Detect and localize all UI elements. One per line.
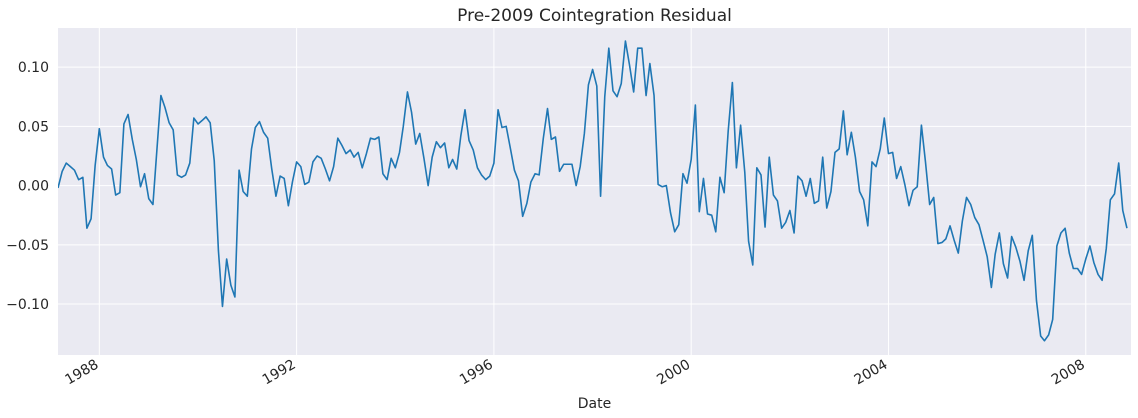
chart-title: Pre-2009 Cointegration Residual bbox=[457, 6, 732, 26]
y-axis-ticks: 0.10 0.05 0.00 −0.05 −0.10 bbox=[6, 60, 49, 313]
x-tick-label: 1996 bbox=[457, 357, 496, 389]
series-layer bbox=[58, 40, 1128, 342]
y-tick-label: 0.05 bbox=[18, 119, 49, 135]
x-tick-label: 1988 bbox=[62, 357, 101, 389]
x-axis-label: Date bbox=[578, 396, 611, 412]
y-tick-label: −0.10 bbox=[6, 297, 49, 313]
x-axis-ticks: 1988 1992 1996 2000 2004 2008 bbox=[62, 357, 1087, 389]
y-tick-label: 0.00 bbox=[18, 179, 49, 195]
y-tick-label: −0.05 bbox=[6, 238, 49, 254]
plot-background bbox=[58, 28, 1131, 355]
x-tick-label: 2000 bbox=[654, 357, 693, 389]
x-tick-label: 1992 bbox=[260, 357, 299, 389]
x-tick-label: 2008 bbox=[1049, 357, 1088, 389]
series-line bbox=[58, 40, 1128, 342]
x-tick-label: 2004 bbox=[852, 357, 891, 389]
y-tick-label: 0.10 bbox=[18, 60, 49, 76]
